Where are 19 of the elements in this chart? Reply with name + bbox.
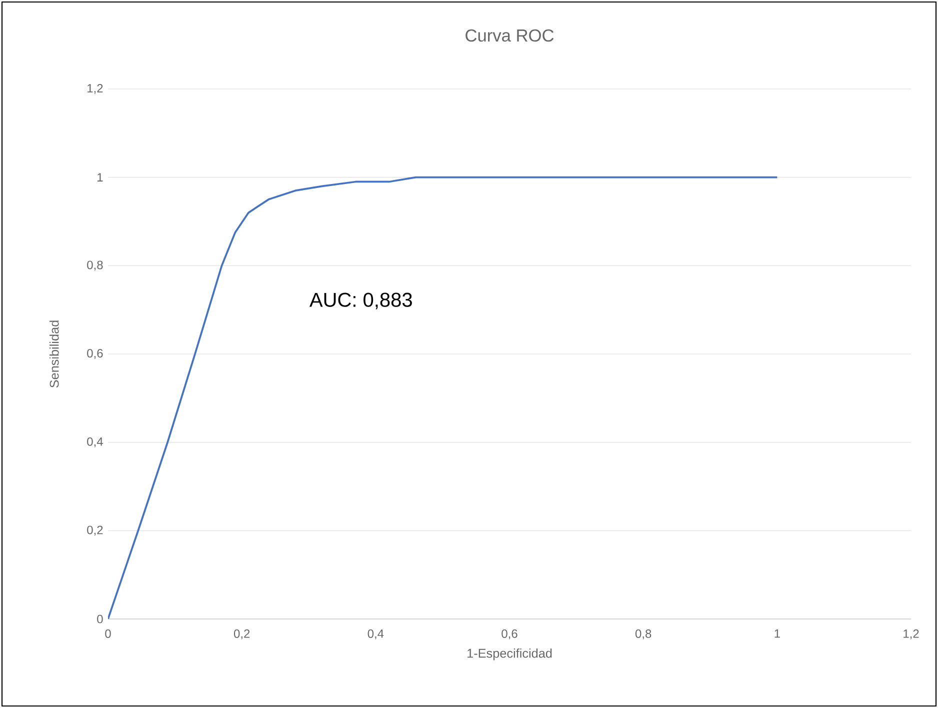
y-axis-title: Sensibilidad [49,320,59,388]
chart-title: Curva ROC [466,29,554,42]
y-tick-label: 1,2 [88,84,103,94]
line-series [108,176,778,619]
y-tick-label: 0,2 [87,526,103,536]
x-tick-label: 0,4 [368,629,384,640]
x-axis-title: 1-Especificidad [468,648,552,660]
y-tick-label: 0 [97,614,103,624]
x-tick-label: 0,2 [234,629,250,640]
x-tick-label: 0,8 [635,629,652,640]
y-tick-label: 0,8 [87,260,103,271]
y-tick-label: 1 [98,173,103,182]
x-tick-label: 1 [774,629,780,638]
x-tick-label: 0 [105,629,111,638]
y-tick-label: 0,4 [87,437,103,448]
annotation: AUC: 0,883 [309,292,412,310]
x-tick-label: 0,6 [502,629,518,640]
x-tick-label: 1,2 [904,629,919,640]
y-tick-label: 0,6 [87,349,103,359]
